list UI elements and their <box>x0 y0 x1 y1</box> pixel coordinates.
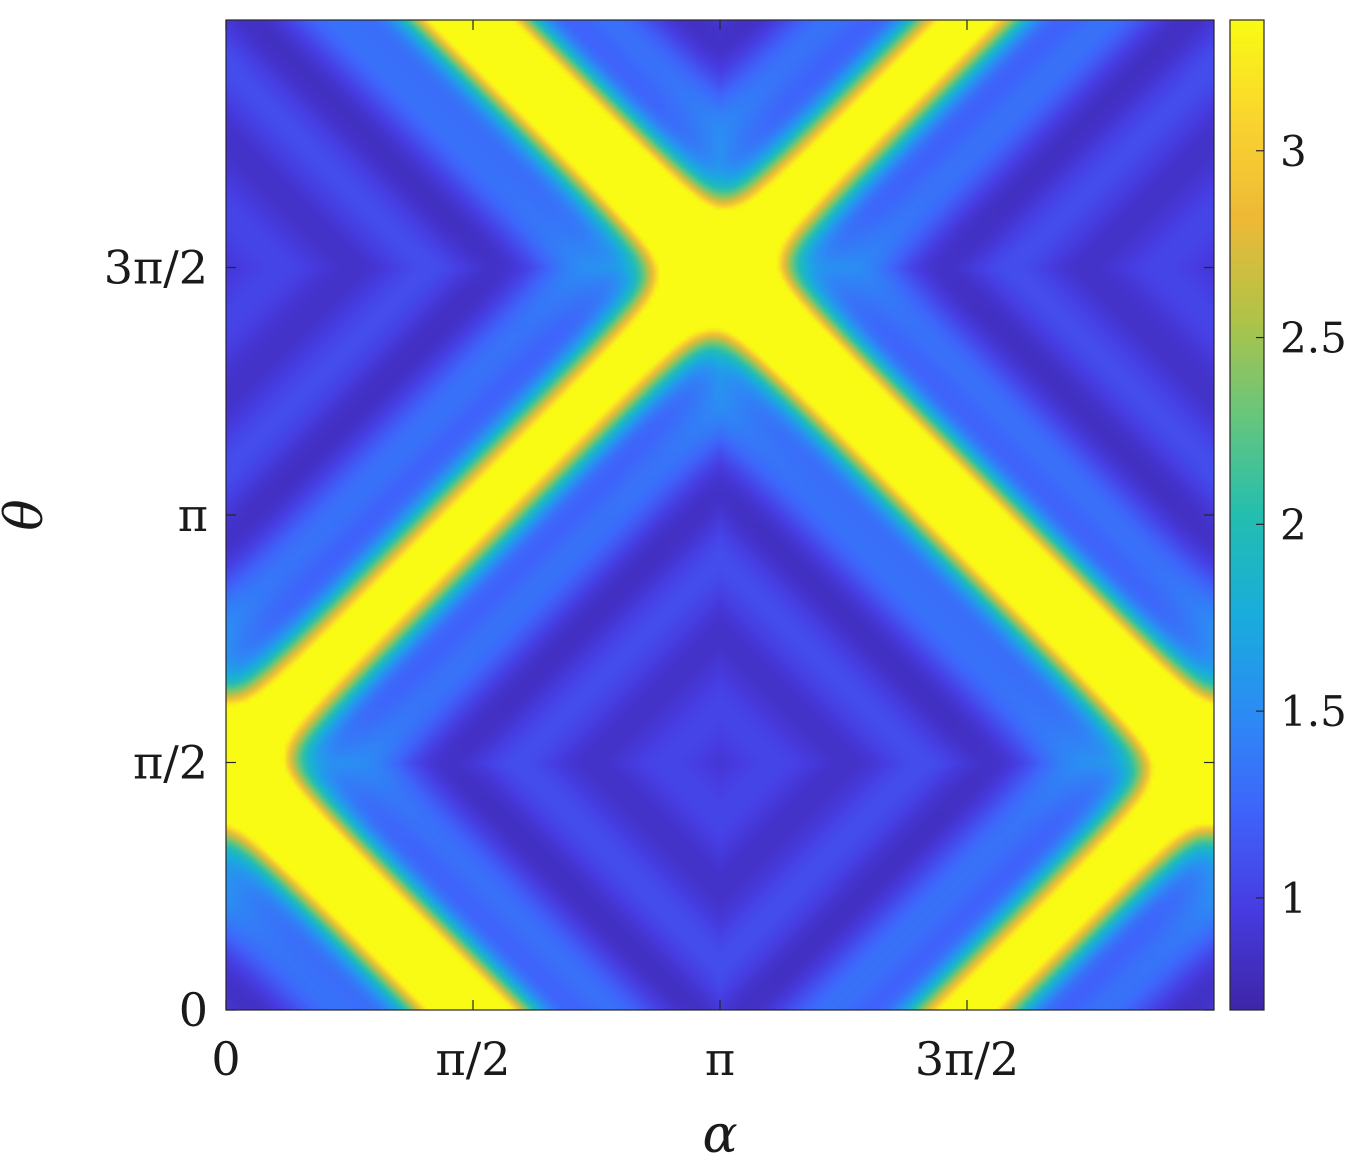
y-axis-title: θ <box>0 499 55 530</box>
colorbar-tick-label: 2 <box>1280 500 1307 549</box>
x-tick-label: 0 <box>211 1032 240 1086</box>
y-tick-label: π/2 <box>133 736 208 790</box>
y-axis: 0 π/2 π 3π/2 <box>104 241 1214 1037</box>
y-tick-label: 3π/2 <box>104 241 208 295</box>
y-tick-label: 0 <box>179 983 208 1037</box>
heatmap-plot-area <box>225 19 1215 1011</box>
x-axis-title: α <box>702 1105 737 1165</box>
colorbar-tick-label: 2.5 <box>1280 314 1347 363</box>
x-tick-label: π <box>705 1032 735 1086</box>
x-axis: 0 π/2 π 3π/2 <box>211 20 1019 1086</box>
colorbar-gradient <box>1230 20 1264 1010</box>
colorbar-tick-label: 3 <box>1280 127 1307 176</box>
colorbar-tick-label: 1 <box>1280 874 1307 923</box>
colorbar-frame <box>1229 19 1265 1011</box>
y-tick-label: π <box>178 488 208 542</box>
x-tick-label: π/2 <box>436 1032 511 1086</box>
colorbar-tick-label: 1.5 <box>1280 687 1347 736</box>
heatmap-image <box>226 20 1214 1010</box>
colorbar: 1 1.5 2 2.5 3 <box>1229 19 1347 1011</box>
colorbar-ticks: 1 1.5 2 2.5 3 <box>1256 127 1347 923</box>
x-tick-label: 3π/2 <box>915 1032 1019 1086</box>
